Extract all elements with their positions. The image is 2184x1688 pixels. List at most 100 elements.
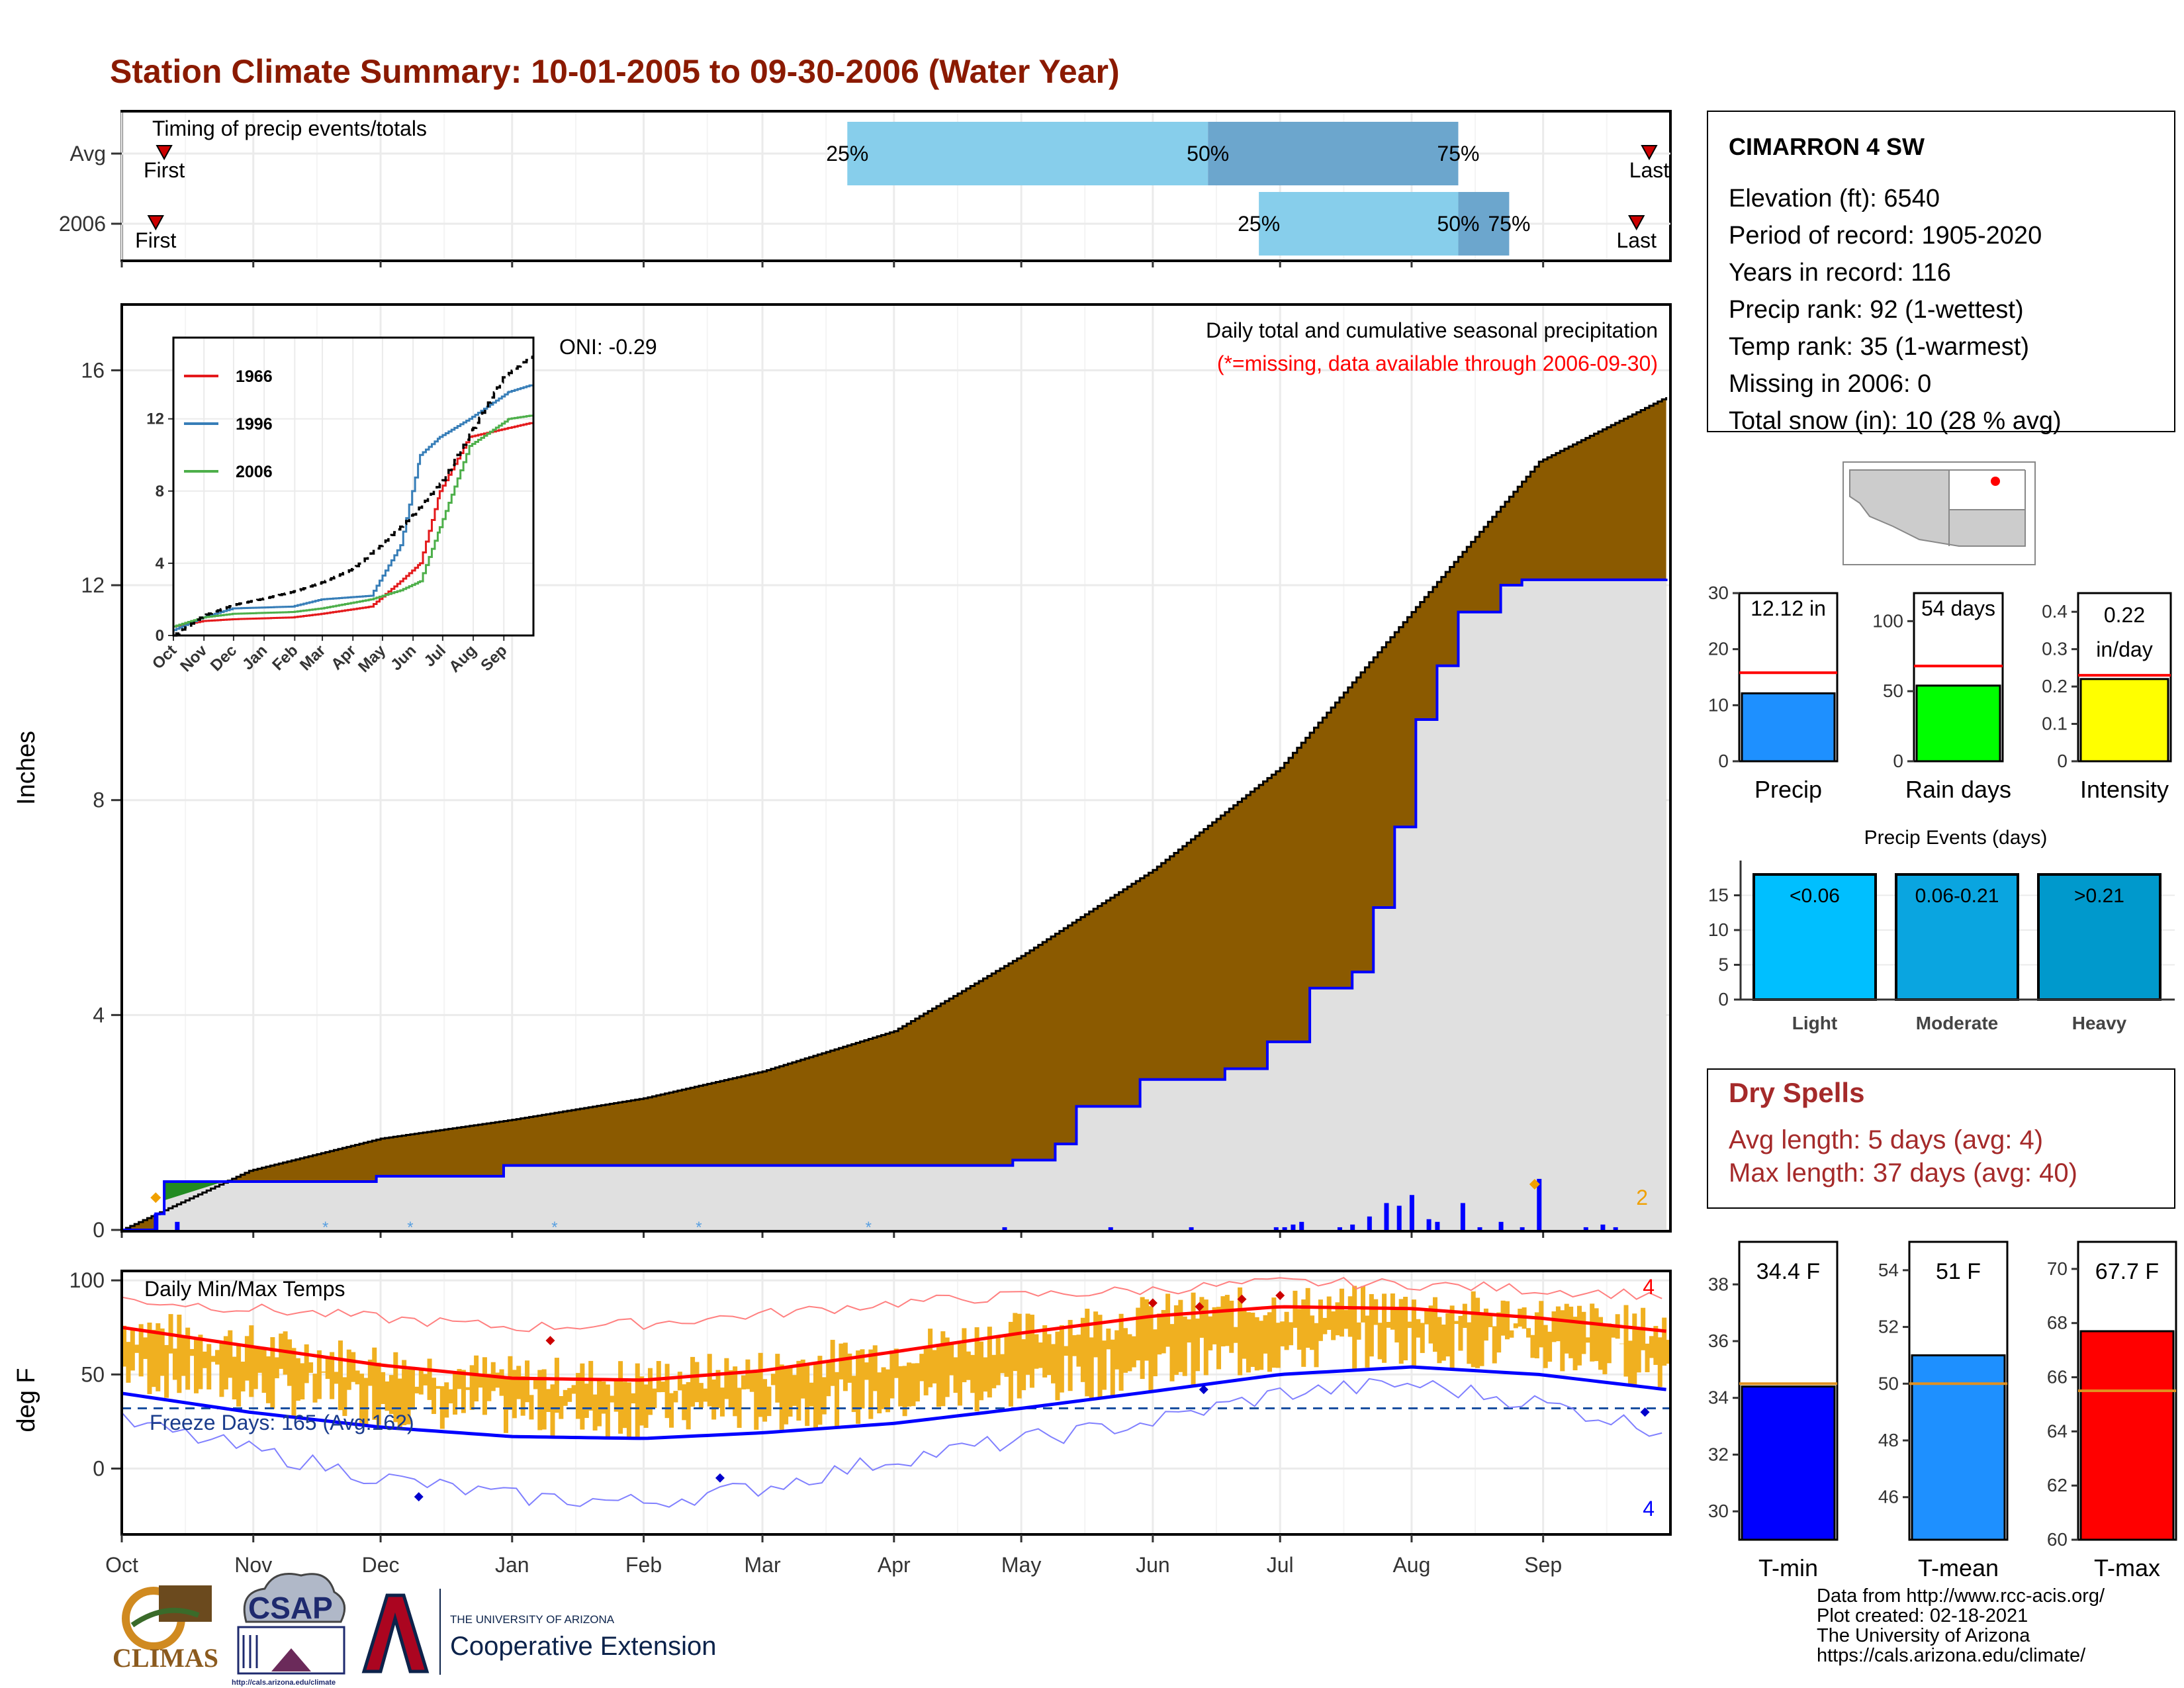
daily-temp-bar: [486, 1374, 492, 1401]
daily-temp-bar: [1224, 1295, 1230, 1346]
daily-temp-bar: [635, 1363, 640, 1438]
y-tick-label: 12: [81, 573, 105, 597]
daily-temp-bar: [1038, 1342, 1043, 1368]
daily-temp-bar: [1606, 1323, 1612, 1364]
avg-cumulative-line: [122, 397, 1668, 1231]
month-tick-label: Jul: [1267, 1553, 1294, 1577]
daily-temp-bar: [1046, 1334, 1052, 1376]
t-max-y-tick-label: 70: [2047, 1258, 2068, 1279]
footer-line: https://cals.arizona.edu/climate/: [1817, 1645, 2086, 1666]
daily-precip-bar: [1477, 1227, 1482, 1230]
daily-precip-bar: [1273, 1227, 1279, 1230]
daily-temp-bar: [1420, 1323, 1425, 1353]
daily-temp-bar: [177, 1314, 182, 1393]
daily-temp-bar: [325, 1356, 330, 1380]
daily-temp-bar: [1462, 1303, 1467, 1329]
daily-temp-bar: [1569, 1306, 1574, 1358]
daily-temp-bar: [151, 1329, 156, 1387]
t-min-y-tick-label: 36: [1708, 1331, 1729, 1351]
daily-temp-bar: [877, 1372, 882, 1414]
t-mean-y-tick-label: 46: [1878, 1487, 1899, 1507]
daily-temp-bar: [1127, 1334, 1132, 1372]
daily-temp-bar: [1398, 1299, 1404, 1364]
daily-temp-bar: [1233, 1327, 1238, 1343]
daily-temp-bar: [698, 1383, 704, 1408]
daily-temp-bar: [788, 1366, 793, 1417]
extreme-marker: [1529, 1179, 1540, 1190]
rain-days-y-tick-label: 0: [1893, 751, 1903, 771]
month-tick-label: Nov: [234, 1553, 272, 1577]
daily-temp-bar: [1208, 1316, 1213, 1350]
daily-temp-bar: [770, 1374, 776, 1385]
daily-temp-bar: [1093, 1311, 1099, 1358]
daily-temp-bar: [962, 1328, 967, 1383]
daily-temp-bar: [338, 1340, 343, 1411]
daily-temp-bar: [1560, 1310, 1565, 1372]
avg-min-line: [121, 1365, 1666, 1440]
daily-temp-bar: [1483, 1308, 1488, 1341]
daily-temp-bar: [1173, 1305, 1179, 1375]
daily-temp-bar: [236, 1344, 242, 1407]
daily-temp-bar: [1118, 1313, 1124, 1391]
timing-row-label: 2006: [59, 212, 106, 236]
daily-temp-bar: [711, 1380, 717, 1420]
daily-temp-bar: [1246, 1312, 1251, 1373]
daily-temp-bar: [1428, 1305, 1433, 1344]
t-max-y-tick-label: 64: [2047, 1421, 2068, 1441]
daily-temp-bar: [1623, 1305, 1629, 1377]
t-min-label: T-min: [1758, 1554, 1818, 1581]
daily-temp-bar: [949, 1343, 954, 1376]
daily-temp-bar: [1068, 1319, 1073, 1391]
month-tick-label: Sep: [1524, 1553, 1562, 1577]
snow-marker: *: [322, 1219, 328, 1237]
daily-temp-bar: [1238, 1287, 1243, 1376]
daily-temp-bar: [1475, 1297, 1480, 1368]
daily-temp-bar: [228, 1330, 233, 1378]
daily-temp-bar: [257, 1348, 263, 1373]
t-min-value: 34.4 F: [1756, 1259, 1820, 1284]
daily-temp-bar: [669, 1393, 674, 1428]
daily-temp-bar: [1144, 1299, 1150, 1361]
timing-first-marker: [147, 215, 164, 231]
daily-temp-bar: [614, 1379, 619, 1412]
daily-temp-bar: [754, 1372, 759, 1430]
daily-temp-bar: [1458, 1315, 1463, 1351]
rain-days-y-tick-label: 100: [1872, 610, 1903, 631]
daily-temp-bar: [618, 1361, 623, 1434]
daily-temp-bar: [210, 1356, 216, 1362]
daily-temp-bar: [444, 1382, 449, 1418]
daily-temp-bar: [406, 1369, 411, 1425]
daily-temp-bar: [567, 1387, 572, 1402]
climas-logo: CLIMAS: [113, 1585, 218, 1673]
daily-temp-bar: [1305, 1288, 1310, 1348]
daily-temp-bar: [291, 1348, 296, 1417]
daily-temp-bar: [911, 1363, 916, 1407]
events-category-label: Heavy: [2072, 1013, 2127, 1033]
daily-temp-bar: [1572, 1317, 1578, 1371]
daily-temp-bar: [664, 1364, 670, 1419]
events-category-label: Moderate: [1916, 1013, 1998, 1033]
daily-temp-bar: [605, 1384, 610, 1438]
precip-total-y-tick-label: 0: [1718, 751, 1729, 771]
daily-temp-bar: [1064, 1346, 1069, 1356]
daily-temp-bar: [1042, 1325, 1048, 1378]
daily-temp-bar: [1165, 1293, 1171, 1347]
record-low-marker: [414, 1492, 424, 1502]
intensity-unit: in/day: [2096, 637, 2152, 661]
daily-temp-bar: [1089, 1337, 1094, 1400]
daily-temp-bar: [830, 1340, 835, 1386]
daily-precip-bar: [1498, 1221, 1504, 1230]
daily-temp-bar: [957, 1343, 962, 1406]
y-tick-label: 8: [93, 788, 105, 812]
dry-spells-title: Dry Spells: [1729, 1077, 1864, 1108]
daily-temp-bar: [860, 1349, 865, 1409]
daily-temp-bar: [932, 1350, 937, 1383]
daily-temp-bar: [385, 1381, 390, 1411]
daily-temp-bar: [885, 1369, 890, 1413]
dry-spells-max: Max length: 37 days (avg: 40): [1729, 1158, 2077, 1188]
timing-panel: Timing of precip events/totals Avg 25% 50%…: [59, 110, 1672, 267]
inset-border: [172, 336, 535, 637]
y-tick-label: 100: [69, 1268, 105, 1292]
daily-temp-bar: [1326, 1296, 1332, 1331]
